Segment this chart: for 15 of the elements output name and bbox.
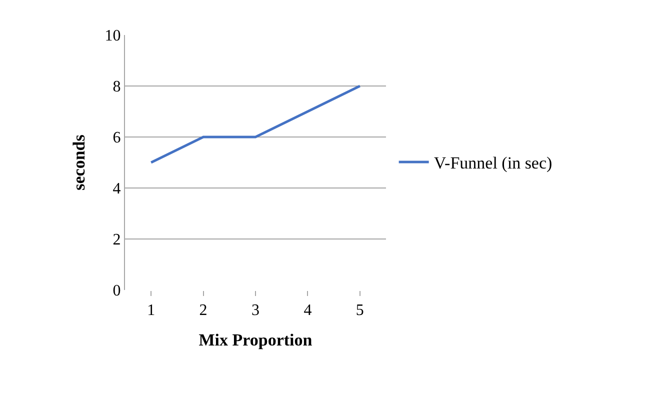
y-tick-label: 2 <box>112 232 121 249</box>
y-tick-label: 4 <box>112 180 121 198</box>
x-tick-label: 5 <box>356 302 364 320</box>
y-tick-label: 10 <box>104 28 121 45</box>
x-axis-title: Mix Proportion <box>198 330 313 350</box>
x-tick-label: 3 <box>252 302 260 320</box>
y-axis-title: seconds <box>69 134 88 190</box>
x-tick-label: 2 <box>199 302 208 320</box>
x-tick-label: 1 <box>147 302 156 320</box>
line-series <box>150 84 362 164</box>
y-tick-label: 8 <box>112 78 121 96</box>
y-tick-label: 0 <box>112 282 121 300</box>
y-tick-label: 6 <box>112 130 121 147</box>
legend-label: V-Funnel (in sec) <box>434 154 552 173</box>
x-tick-label: 4 <box>304 302 312 320</box>
